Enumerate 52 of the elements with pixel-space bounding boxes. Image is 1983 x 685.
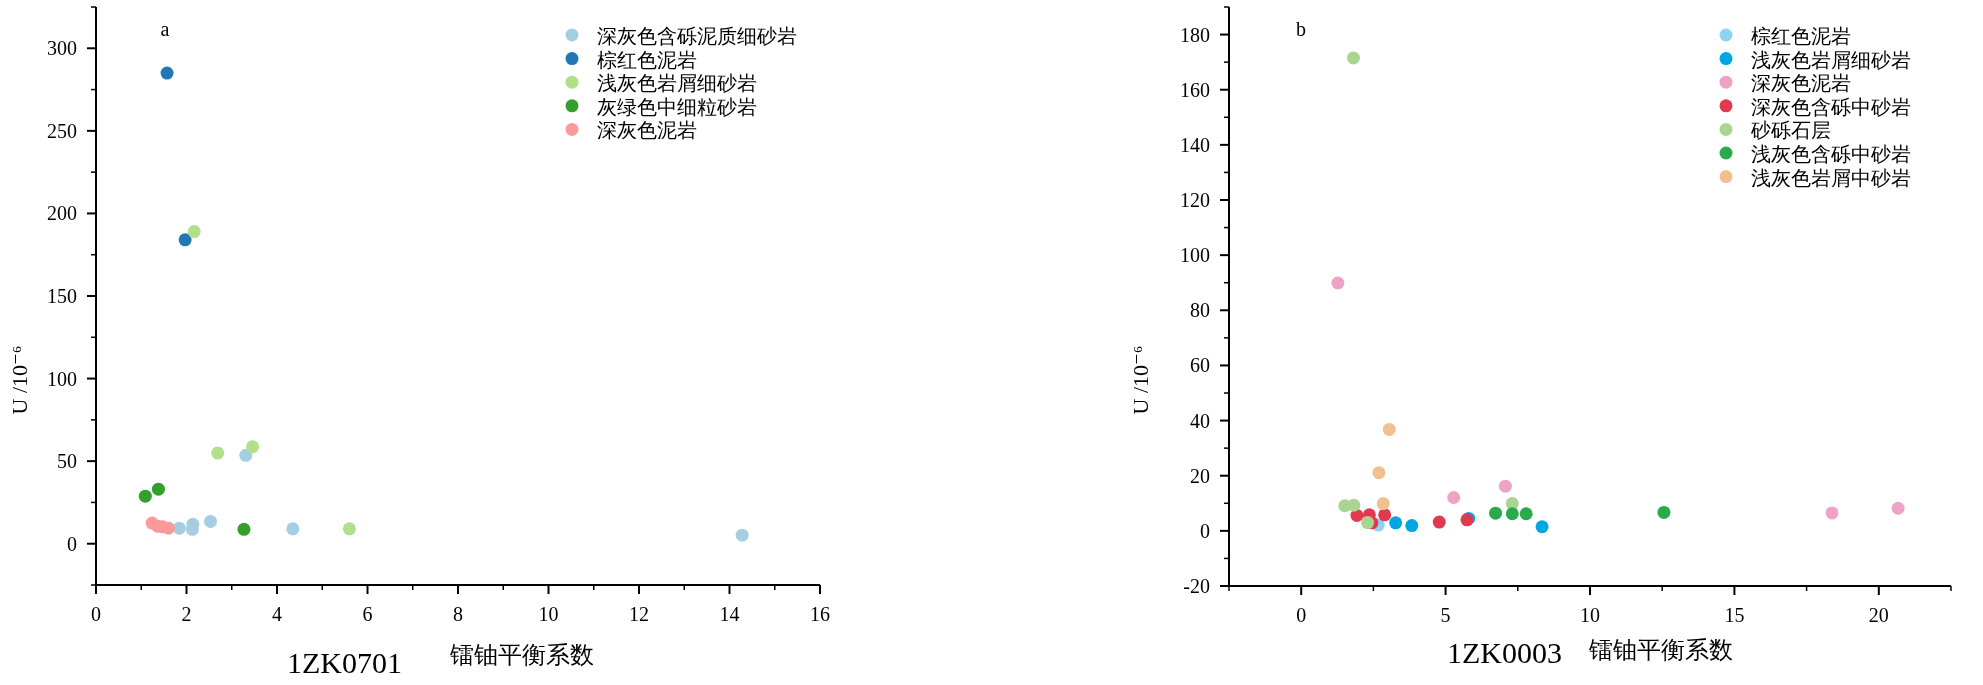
x-tick-label: 14 <box>719 603 740 625</box>
legend-label: 棕红色泥岩 <box>597 48 697 71</box>
x-tick-label: 20 <box>1868 604 1889 626</box>
legend-label: 浅灰色岩屑中砂岩 <box>1751 166 1911 189</box>
x-tick-label: 4 <box>272 603 282 625</box>
y-tick-label: 0 <box>1200 519 1210 542</box>
y-tick-label: -20 <box>1183 575 1210 597</box>
x-tick-label: 0 <box>91 603 101 625</box>
y-tick-label: 40 <box>1190 409 1210 432</box>
y-tick-label: 60 <box>1190 354 1210 377</box>
y-axis-title: U /10⁻⁶ <box>1128 345 1153 415</box>
legend-label: 浅灰色岩屑细砂岩 <box>597 72 757 95</box>
y-axis-title: U /10⁻⁶ <box>7 345 32 415</box>
x-tick-label: 10 <box>1580 604 1600 626</box>
y-tick-label: 120 <box>1180 189 1210 211</box>
x-tick-label: 10 <box>538 603 559 625</box>
x-tick-label: 12 <box>629 603 649 625</box>
x-axis-title: 镭铀平衡系数 <box>450 642 594 668</box>
x-tick-label: 2 <box>181 603 192 625</box>
x-axis-title: 镭铀平衡系数 <box>1589 637 1733 663</box>
y-tick-label: 100 <box>47 367 77 390</box>
legend-label: 浅灰色岩屑细砂岩 <box>1751 48 1911 71</box>
y-tick-label: 160 <box>1180 78 1210 101</box>
legend-label: 深灰色含砾泥质细砂岩 <box>597 25 797 47</box>
y-tick-label: 150 <box>47 285 77 307</box>
x-tick-label: 0 <box>1296 604 1307 626</box>
y-tick-label: 20 <box>1190 464 1210 487</box>
x-tick-label: 8 <box>453 603 463 625</box>
y-tick-label: 300 <box>47 37 77 60</box>
legend-label: 灰绿色中细粒砂岩 <box>597 95 757 118</box>
legend-label: 砂砾石层 <box>1751 119 1831 142</box>
y-tick-label: 250 <box>47 119 77 142</box>
y-tick-label: 140 <box>1180 133 1210 156</box>
annotation: a <box>160 18 170 40</box>
x-tick-label: 5 <box>1440 604 1451 626</box>
y-tick-label: 100 <box>1180 244 1210 267</box>
legend-label: 深灰色含砾中砂岩 <box>1751 95 1911 118</box>
y-tick-label: 0 <box>67 532 77 555</box>
y-tick-label: 80 <box>1190 299 1210 322</box>
annotation: 1ZK0003 <box>1447 636 1562 669</box>
y-tick-label: 200 <box>47 202 77 225</box>
x-tick-label: 15 <box>1724 604 1745 626</box>
legend-label: 浅灰色含砾中砂岩 <box>1751 143 1911 165</box>
y-tick-label: 180 <box>1180 23 1210 46</box>
y-tick-label: 50 <box>57 450 77 473</box>
annotation: 1ZK0701 <box>287 646 402 679</box>
x-tick-label: 6 <box>362 603 373 625</box>
annotation: b <box>1296 18 1306 40</box>
x-tick-label: 16 <box>810 603 830 625</box>
legend-label: 深灰色泥岩 <box>1751 72 1851 95</box>
legend-label: 棕红色泥岩 <box>1751 25 1851 47</box>
legend-label: 深灰色泥岩 <box>597 119 697 142</box>
